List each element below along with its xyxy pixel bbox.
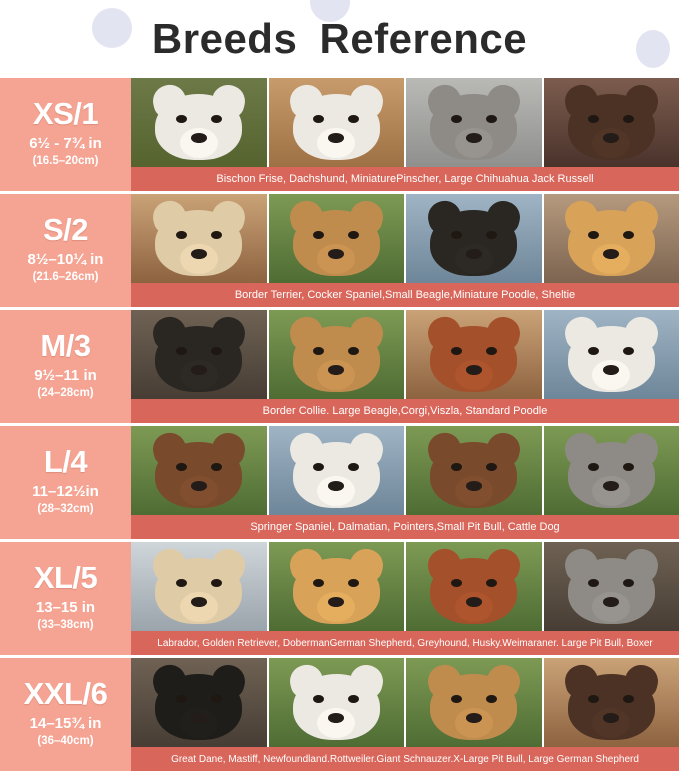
size-centimeters: (36–40cm) [37,735,94,748]
size-code: XL/5 [33,559,98,595]
vizsla-photo [404,310,542,399]
photo-strip [131,78,679,167]
springer-spaniel-photo [131,426,267,515]
size-centimeters: (28–32cm) [37,503,94,516]
row-content: Springer Spaniel, Dalmatian, Pointers,Sm… [131,426,679,539]
pointer-photo [404,426,542,515]
breed-caption: Great Dane, Mastiff, Newfoundland.Rottwe… [131,747,679,771]
standard-poodle-photo [541,310,679,399]
cattle-dog-photo [541,426,679,515]
size-centimeters: (21.6–26cm) [32,271,99,284]
size-rows-list: XS/1 6½ - 7¾ in (16.5–20cm) Bischon Frise, … [0,78,679,771]
rottweiler-photo [541,658,679,747]
size-panel: M/3 9½–11 in (24–28cm) [0,310,131,423]
row-content: Border Collie. Large Beagle,Corgi,Viszla… [131,310,679,423]
size-row: S/2 8½–10¼ in (21.6–26cm) Border Terrier, C… [0,194,679,307]
great-dane-harlequin-photo [266,658,404,747]
breed-caption: Bischon Frise, Dachshund, MiniaturePinsc… [131,167,679,191]
size-centimeters: (33–38cm) [37,619,94,632]
size-panel: L/4 11–12½in (28–32cm) [0,426,131,539]
size-panel: S/2 8½–10¼ in (21.6–26cm) [0,194,131,307]
size-inches: 11–12½in [32,482,99,500]
size-code: M/3 [40,327,91,363]
german-shepherd-photo [404,658,542,747]
row-content: Bischon Frise, Dachshund, MiniaturePinsc… [131,78,679,191]
poster-header: Breeds Reference [0,0,679,78]
size-inches: 13–15 in [35,598,96,616]
size-code: XXL/6 [23,675,108,711]
size-code: XS/1 [32,95,99,131]
chocolate-hound-photo [541,78,679,167]
decorative-circle-top-center [310,0,350,22]
labrador-photo [131,542,267,631]
size-inches: 6½ - 7¾ in [29,134,102,152]
white-poodle-photo [131,78,267,167]
size-inches: 14–15¾ in [29,714,102,732]
photo-strip [131,542,679,631]
size-panel: XXL/6 14–15¾ in (36–40cm) [0,658,131,771]
dalmatian-photo [266,426,404,515]
golden-cocker-spaniel-photo [131,194,267,283]
size-centimeters: (16.5–20cm) [32,155,99,168]
size-code: L/4 [43,443,88,479]
black-white-terrier-photo [404,78,542,167]
size-inches: 8½–10¼ in [27,250,104,268]
beagle-photo [266,194,404,283]
photo-strip [131,658,679,747]
size-panel: XS/1 6½ - 7¾ in (16.5–20cm) [0,78,131,191]
beagle-large-photo [266,310,404,399]
golden-retriever-photo [266,542,404,631]
row-content: Labrador, Golden Retriever, DobermanGerm… [131,542,679,655]
border-collie-photo [131,310,267,399]
size-inches: 9½–11 in [34,366,97,384]
row-content: Border Terrier, Cocker Spaniel,Small Bea… [131,194,679,307]
size-row: XXL/6 14–15¾ in (36–40cm) Great Dane, Masti… [0,658,679,771]
page-title: Breeds Reference [151,15,528,62]
photo-strip [131,426,679,515]
size-panel: XL/5 13–15 in (33–38cm) [0,542,131,655]
black-poodle-photo [404,194,542,283]
size-row: XS/1 6½ - 7¾ in (16.5–20cm) Bischon Frise, … [0,78,679,191]
husky-photo [541,542,679,631]
size-centimeters: (24–28cm) [37,387,94,400]
jack-russell-terrier-photo [266,78,404,167]
breed-caption: Labrador, Golden Retriever, DobermanGerm… [131,631,679,655]
breed-caption: Border Collie. Large Beagle,Corgi,Viszla… [131,399,679,423]
breed-caption: Border Terrier, Cocker Spaniel,Small Bea… [131,283,679,307]
row-content: Great Dane, Mastiff, Newfoundland.Rottwe… [131,658,679,771]
decorative-circle-left [92,8,132,48]
breed-caption: Springer Spaniel, Dalmatian, Pointers,Sm… [131,515,679,539]
size-row: XL/5 13–15 in (33–38cm) Labrador, Golden Re… [0,542,679,655]
size-row: M/3 9½–11 in (24–28cm) Border Collie. Large… [0,310,679,423]
photo-strip [131,310,679,399]
decorative-circle-right [636,30,670,68]
size-code: S/2 [42,211,89,247]
doberman-photo [404,542,542,631]
newfoundland-photo [131,658,267,747]
sheltie-photo [541,194,679,283]
photo-strip [131,194,679,283]
size-row: L/4 11–12½in (28–32cm) Springer Spaniel, Da… [0,426,679,539]
